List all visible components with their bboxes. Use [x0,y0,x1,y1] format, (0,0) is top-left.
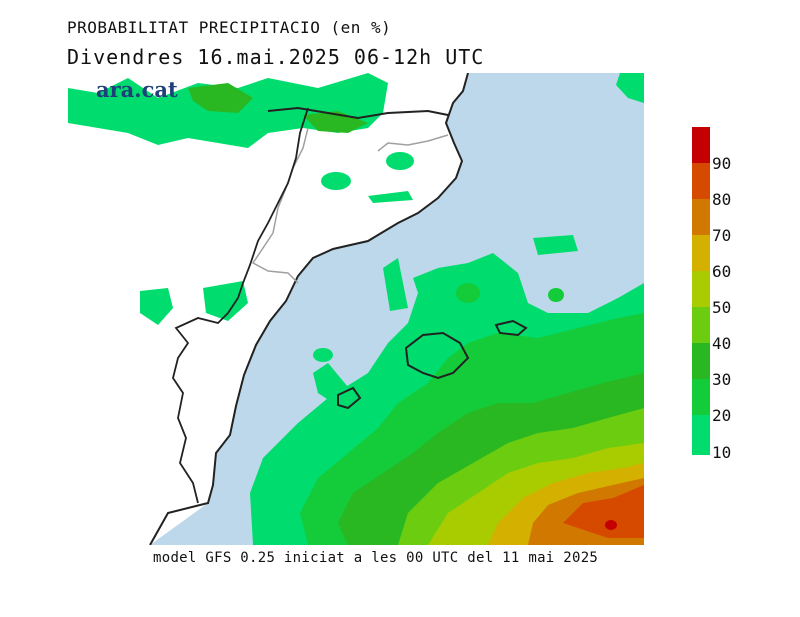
island-mallorca [404,331,470,380]
colorbar-label-70: 70 [712,226,732,245]
colorbar-segment-90 [692,127,710,163]
precip-shading [68,73,644,545]
colorbar-segment-50 [692,271,710,307]
map-subtitle: Divendres 16.mai.2025 06-12h UTC [67,45,485,69]
brand-logo: ara.cat [96,77,178,102]
france-coast [267,106,449,120]
colorbar-label-80: 80 [712,190,732,209]
island-ibiza [337,386,362,410]
province-border [377,134,449,152]
colorbar-segment-10 [692,415,710,455]
colorbar [692,127,710,455]
colorbar-label-40: 40 [712,334,732,353]
colorbar-label-50: 50 [712,298,732,317]
island-menorca [494,319,528,337]
colorbar-segment-80 [692,163,710,199]
colorbar-segment-30 [692,343,710,379]
colorbar-segment-70 [692,199,710,235]
coastline [149,73,469,545]
colorbar-label-10: 10 [712,443,732,462]
land-area [68,73,468,545]
colorbar-segment-40 [692,307,710,343]
colorbar-segment-20 [692,379,710,415]
colorbar-label-20: 20 [712,406,732,425]
region-border [251,127,309,284]
country-border [172,107,309,504]
colorbar-segment-60 [692,235,710,271]
model-footer: model GFS 0.25 iniciat a les 00 UTC del … [153,550,599,566]
map-title: PROBABILITAT PRECIPITACIO (en %) [67,18,392,37]
colorbar-label-30: 30 [712,370,732,389]
precipitation-map [68,73,644,545]
colorbar-label-60: 60 [712,262,732,281]
colorbar-label-90: 90 [712,154,732,173]
